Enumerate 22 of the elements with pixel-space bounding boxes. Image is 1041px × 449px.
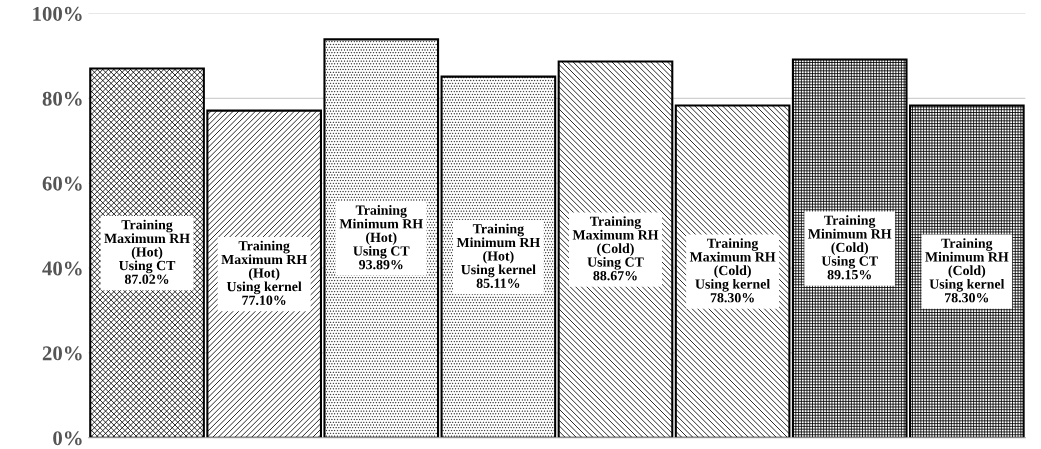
x-tick-label: Training Maximum RH (Hot) Using CT <box>104 219 190 274</box>
data-label: 77.10% <box>242 295 286 305</box>
data-label: 85.11% <box>476 278 520 288</box>
y-tick-label: 80% <box>42 91 82 106</box>
y-tick-label: 20% <box>42 346 82 361</box>
x-tick-label: Training Maximum RH (Cold) Using CT <box>572 216 659 270</box>
y-tick-label: 100% <box>33 6 82 21</box>
x-tick-label: Training Minimum RH (Hot) Using CT <box>339 205 423 259</box>
x-tick-label: Training Maximum RH (Cold) Using kernel <box>689 238 776 292</box>
data-label: 89.15% <box>827 269 871 280</box>
data-label: 93.89% <box>359 259 403 270</box>
x-tick-label: Training Minimum RH (Hot) Using kernel <box>456 223 541 278</box>
y-tick-label: 40% <box>42 261 82 276</box>
data-label: 78.30% <box>710 292 754 303</box>
y-tick-label: 0% <box>53 431 82 446</box>
data-label: 78.30% <box>945 292 989 303</box>
data-label: 88.67% <box>593 270 637 281</box>
x-tick-label: Training Minimum RH (Cold) Using kernel <box>925 238 1009 292</box>
y-tick-label: 60% <box>42 176 82 191</box>
x-tick-label: Training Minimum RH (Cold) Using CT <box>808 215 892 269</box>
x-tick-label: Training Maximum RH (Hot) Using kernel <box>221 240 307 295</box>
data-label: 87.02% <box>124 274 169 284</box>
